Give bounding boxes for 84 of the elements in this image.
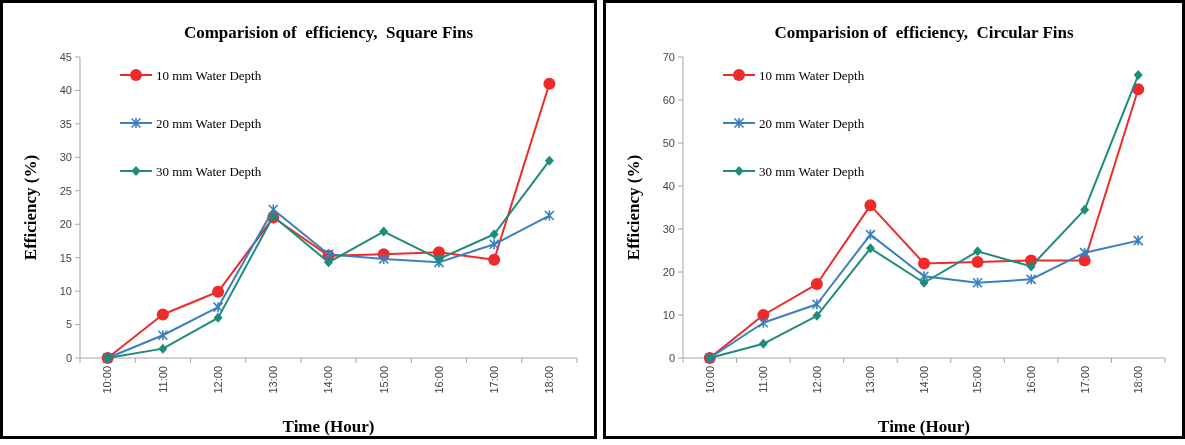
y-tick-label: 0 xyxy=(65,351,72,364)
point xyxy=(864,199,877,212)
point xyxy=(324,257,333,268)
point xyxy=(971,256,984,269)
y-tick-label: 30 xyxy=(59,151,72,164)
point xyxy=(811,298,823,311)
chart-title: Comparision of efficiency, Square Fins xyxy=(183,23,474,42)
point xyxy=(544,209,555,222)
y-tick-label: 0 xyxy=(668,351,675,364)
point xyxy=(212,301,224,313)
x-axis-title: Time (Hour) xyxy=(878,417,970,436)
point xyxy=(488,238,500,251)
legend-label: 10 mm Water Depth xyxy=(156,67,262,83)
point xyxy=(434,254,444,264)
point xyxy=(1025,273,1037,286)
y-tick-label: 50 xyxy=(662,136,675,149)
y-tick-label: 30 xyxy=(662,222,675,235)
y-tick-label: 70 xyxy=(662,50,675,63)
y-axis-title: Efficiency (%) xyxy=(624,154,643,261)
y-tick-label: 45 xyxy=(59,50,72,63)
legend-label: 10 mm Water Depth xyxy=(759,67,865,83)
legend-label: 20 mm Water Depth xyxy=(759,115,865,131)
point xyxy=(157,329,169,342)
point xyxy=(378,253,390,265)
x-tick-label: 13:00 xyxy=(864,366,877,394)
point xyxy=(543,77,556,90)
x-axis-title: Time (Hour) xyxy=(282,417,375,436)
point xyxy=(919,277,929,288)
point xyxy=(1080,204,1090,215)
x-tick-label: 18:00 xyxy=(543,366,556,394)
point xyxy=(379,226,389,237)
point xyxy=(156,308,169,321)
point xyxy=(1133,70,1143,81)
y-tick-label: 40 xyxy=(662,179,675,192)
x-tick-label: 15:00 xyxy=(971,366,984,394)
point xyxy=(918,257,930,270)
y-axis-title: Efficiency (%) xyxy=(21,154,40,261)
x-tick-label: 15:00 xyxy=(377,366,390,394)
y-tick-label: 20 xyxy=(662,265,675,278)
x-tick-label: 17:00 xyxy=(488,366,501,394)
x-tick-label: 16:00 xyxy=(432,366,445,394)
y-tick-label: 40 xyxy=(59,84,72,97)
point xyxy=(812,310,822,321)
x-tick-label: 16:00 xyxy=(1024,366,1037,394)
x-tick-label: 11:00 xyxy=(757,366,770,393)
point xyxy=(1132,234,1144,247)
x-tick-label: 10:00 xyxy=(101,366,114,394)
point xyxy=(544,155,554,166)
x-tick-label: 14:00 xyxy=(917,366,930,394)
point xyxy=(1079,246,1090,259)
legend-label: 20 mm Water Depth xyxy=(156,115,262,131)
y-tick-label: 60 xyxy=(662,93,675,106)
point xyxy=(865,243,875,254)
point xyxy=(810,278,823,291)
point xyxy=(973,246,983,257)
legend-label: 30 mm Water Depth xyxy=(156,163,262,179)
point xyxy=(865,228,876,241)
x-tick-label: 14:00 xyxy=(322,366,335,394)
chart-title: Comparision of efficiency, Circular Fins xyxy=(774,23,1074,42)
point xyxy=(489,229,499,240)
legend-label: 30 mm Water Depth xyxy=(759,163,865,179)
x-tick-label: 11:00 xyxy=(156,366,169,393)
point xyxy=(212,285,225,298)
point xyxy=(1026,261,1036,272)
point xyxy=(213,312,223,323)
y-tick-label: 25 xyxy=(59,184,72,197)
x-tick-label: 12:00 xyxy=(211,366,224,394)
x-tick-label: 13:00 xyxy=(267,366,280,394)
y-tick-label: 10 xyxy=(59,284,72,297)
y-tick-label: 20 xyxy=(59,218,72,231)
x-tick-label: 17:00 xyxy=(1078,366,1091,394)
point xyxy=(972,276,983,289)
x-tick-label: 10:00 xyxy=(703,366,716,394)
y-tick-label: 35 xyxy=(59,117,72,130)
point xyxy=(267,203,279,216)
point xyxy=(158,343,168,354)
point xyxy=(758,316,769,329)
y-tick-label: 10 xyxy=(662,308,675,321)
y-tick-label: 15 xyxy=(59,251,72,264)
x-tick-label: 18:00 xyxy=(1132,366,1145,394)
x-tick-label: 12:00 xyxy=(810,366,823,394)
point xyxy=(758,338,768,349)
point xyxy=(488,253,501,266)
y-tick-label: 5 xyxy=(65,318,72,331)
